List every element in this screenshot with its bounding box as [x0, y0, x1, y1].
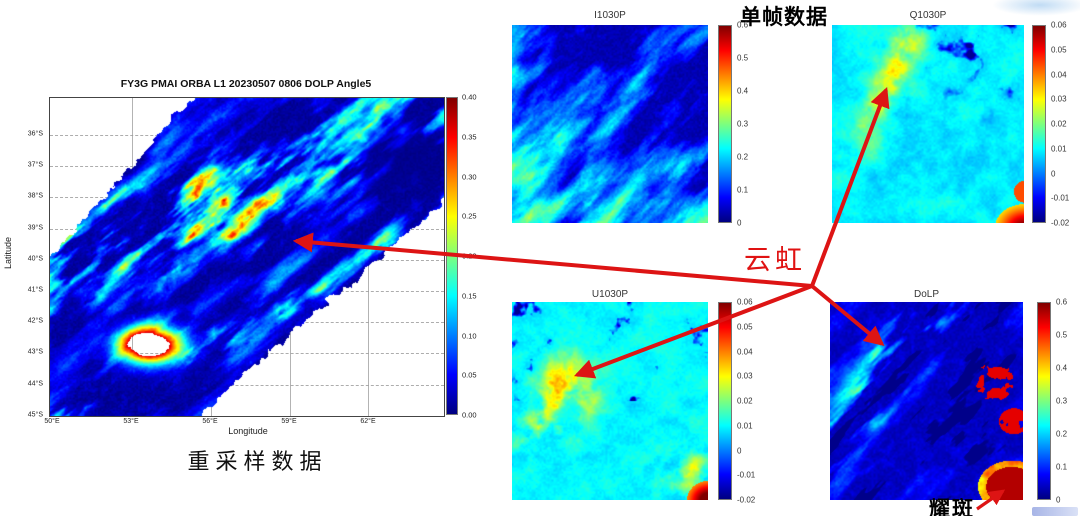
tick-label: 0.25 — [462, 211, 477, 221]
tick-label: 0.4 — [1056, 363, 1068, 373]
tick-label: 0.15 — [462, 291, 477, 301]
tick-label: 0.03 — [737, 371, 753, 381]
tick-label: 0.6 — [737, 20, 749, 30]
tick-label: 0.05 — [462, 370, 477, 380]
map-y-tick-labels: 36°S 37°S 38°S 39°S 40°S 41°S 42°S 43°S 44°S 45°S — [0, 97, 46, 419]
tick-label: 56°E — [202, 418, 218, 425]
tick-label: 0.04 — [1051, 70, 1067, 79]
single-frame-data-label: 单帧数据 — [740, 5, 828, 29]
tick-label: 44°S — [27, 380, 43, 388]
tick-label: 37°S — [27, 161, 43, 169]
tick-label: -0.02 — [737, 495, 756, 505]
panel-U1030P-title: U1030P — [591, 289, 629, 300]
map-heatmap-canvas — [50, 98, 444, 416]
map-x-tick-labels: 50°E 53°E 56°E 59°E 62°E — [44, 418, 443, 428]
tick-label: 0.30 — [462, 172, 477, 181]
glint-label: 耀斑 — [929, 497, 975, 516]
tick-label: 45°S — [27, 411, 43, 419]
tick-label: 0 — [1051, 169, 1056, 178]
panel-DoLP-colorbar — [1037, 302, 1051, 500]
tick-label: 0.01 — [737, 421, 753, 431]
panel-Q1030P-heatmap-canvas — [832, 25, 1024, 223]
tick-label: 0 — [1056, 495, 1061, 505]
tick-label: 39°S — [27, 224, 43, 232]
tick-label: 0 — [737, 446, 742, 455]
panel-U1030P-heatmap-canvas — [512, 302, 708, 500]
tick-label: 0.2 — [737, 152, 749, 162]
map-colorbar — [446, 97, 458, 415]
panel-DoLP-title: DoLP — [913, 289, 939, 300]
tick-label: 0.10 — [462, 331, 477, 340]
tick-label: 0.40 — [462, 92, 477, 102]
panel-I1030P-title: I1030P — [594, 10, 626, 21]
panel-Q1030P-colorbar — [1032, 25, 1046, 223]
tick-label: 0.04 — [737, 347, 753, 356]
tick-label: 0.05 — [737, 322, 753, 332]
tick-label: 59°E — [281, 418, 297, 425]
tick-label: 50°E — [44, 418, 60, 425]
tick-label: -0.01 — [737, 470, 756, 480]
panel-I1030P-heatmap-canvas — [512, 25, 708, 223]
tick-label: 0.1 — [737, 185, 749, 195]
tick-label: 0.00 — [462, 410, 477, 420]
tick-label: 62°E — [360, 418, 376, 425]
panel-Q1030P-title: Q1030P — [909, 10, 947, 21]
tick-label: 53°E — [123, 418, 139, 425]
tick-label: 0.4 — [737, 86, 749, 96]
panel-U1030P-colorbar — [718, 302, 732, 500]
tick-label: 41°S — [27, 286, 43, 294]
tick-label: 0.01 — [1051, 144, 1067, 154]
tick-label: 0.06 — [1051, 20, 1067, 30]
panel-DoLP-heatmap-canvas — [830, 302, 1023, 500]
tick-label: 40°S — [27, 255, 43, 263]
tick-label: 0.05 — [1051, 45, 1067, 55]
tick-label: -0.02 — [1051, 218, 1070, 228]
tick-label: 0.5 — [1056, 330, 1068, 340]
x-axis-label: Longitude — [228, 426, 268, 436]
tick-label: -0.01 — [1051, 193, 1070, 203]
tick-label: 38°S — [27, 192, 43, 200]
tick-label: 0.06 — [737, 297, 753, 307]
corner-smudge-top-right — [992, 0, 1080, 16]
tick-label: 0.3 — [1056, 396, 1068, 406]
tick-label: 0.20 — [462, 251, 477, 261]
tick-label: 43°S — [27, 348, 43, 356]
resampled-data-label: 重采样数据 — [187, 449, 328, 474]
map-plot-area — [49, 97, 445, 417]
tick-label: 36°S — [27, 130, 43, 138]
tick-label: 0.02 — [1051, 119, 1067, 129]
panel-I1030P-colorbar — [718, 25, 732, 223]
tick-label: 42°S — [27, 317, 43, 325]
tick-label: 0.1 — [1056, 462, 1068, 472]
tick-label: 0.3 — [737, 119, 749, 129]
tick-label: 0.03 — [1051, 94, 1067, 104]
corner-smudge-bottom-right — [1032, 507, 1078, 516]
tick-label: 0.6 — [1056, 297, 1068, 307]
tick-label: 0 — [737, 218, 742, 228]
tick-label: 0.02 — [737, 396, 753, 406]
tick-label: 0.5 — [737, 53, 749, 63]
tick-label: 0.35 — [462, 132, 477, 142]
map-title: FY3G PMAI ORBA L1 20230507 0806 DOLP Ang… — [120, 78, 372, 90]
cloudbow-label: 云虹 — [744, 245, 806, 275]
tick-label: 0.2 — [1056, 429, 1068, 439]
